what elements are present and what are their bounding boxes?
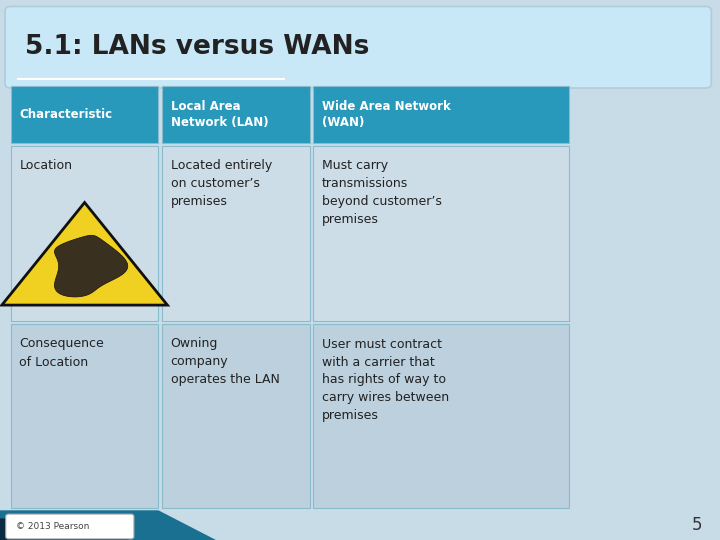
- Text: Owning
company
operates the LAN: Owning company operates the LAN: [171, 338, 279, 387]
- Polygon shape: [55, 235, 128, 297]
- Bar: [313, 86, 569, 143]
- Bar: [313, 146, 569, 321]
- Bar: [313, 324, 569, 508]
- Text: Location: Location: [19, 159, 73, 172]
- Text: 5: 5: [691, 516, 702, 534]
- Text: Characteristic: Characteristic: [19, 108, 112, 122]
- Text: Must carry
transmissions
beyond customer’s
premises: Must carry transmissions beyond customer…: [322, 159, 441, 226]
- Text: Consequence
of Location: Consequence of Location: [19, 338, 104, 368]
- Bar: [162, 146, 310, 321]
- Bar: [11, 86, 158, 143]
- Polygon shape: [0, 510, 216, 540]
- Text: User must contract
with a carrier that
has rights of way to
carry wires between
: User must contract with a carrier that h…: [322, 338, 449, 422]
- FancyBboxPatch shape: [5, 6, 711, 88]
- Bar: [11, 146, 158, 321]
- Polygon shape: [1, 202, 167, 305]
- Bar: [162, 324, 310, 508]
- FancyBboxPatch shape: [6, 514, 134, 539]
- Text: 5.1: LANs versus WANs: 5.1: LANs versus WANs: [25, 34, 369, 60]
- Polygon shape: [0, 518, 130, 540]
- Text: Located entirely
on customer’s
premises: Located entirely on customer’s premises: [171, 159, 272, 208]
- Bar: [162, 86, 310, 143]
- Bar: [11, 324, 158, 508]
- Text: Local Area
Network (LAN): Local Area Network (LAN): [171, 100, 269, 129]
- Text: © 2013 Pearson: © 2013 Pearson: [16, 522, 89, 531]
- Text: Wide Area Network
(WAN): Wide Area Network (WAN): [322, 100, 451, 129]
